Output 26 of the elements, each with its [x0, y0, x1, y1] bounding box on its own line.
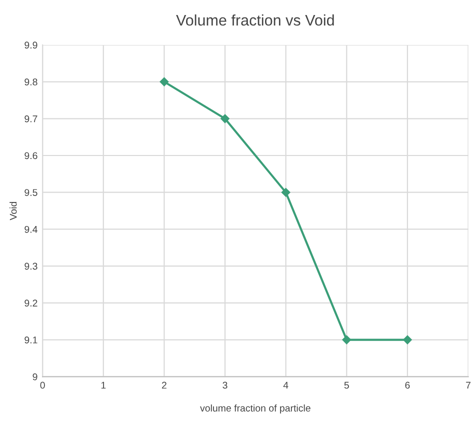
y-tick-label: 9.5: [24, 189, 38, 196]
x-tick-label: 1: [101, 382, 106, 389]
y-tick-label: 9: [32, 373, 38, 380]
point: [160, 77, 169, 86]
y-tick-label: 9.2: [24, 300, 38, 307]
point: [403, 335, 412, 344]
x-tick-label: 6: [405, 382, 410, 389]
x-tick-label: 2: [162, 382, 166, 389]
y-tick-label: 9.3: [24, 262, 38, 270]
point: [342, 335, 352, 344]
chart-title: Volume fraction vs Void: [176, 14, 334, 26]
x-tick-label: 3: [222, 382, 228, 389]
x-axis-title: volume fraction of particle: [200, 404, 310, 414]
point: [220, 114, 230, 124]
y-tick-label: 9.7: [24, 115, 38, 122]
x-tick-label: 0: [40, 382, 45, 389]
y-tick-label: 9.6: [24, 152, 38, 160]
x-tick-label: 4: [283, 382, 288, 389]
y-tick-label: 9.8: [24, 78, 38, 86]
y-axis-title: Void: [10, 202, 17, 220]
x-tick-label: 5: [344, 382, 349, 389]
x-tick-label: 7: [466, 382, 470, 389]
y-tick-label: 9.9: [24, 42, 38, 49]
y-tick-label: 9.1: [24, 336, 38, 344]
y-tick-label: 9.4: [24, 226, 38, 233]
point: [281, 188, 290, 197]
